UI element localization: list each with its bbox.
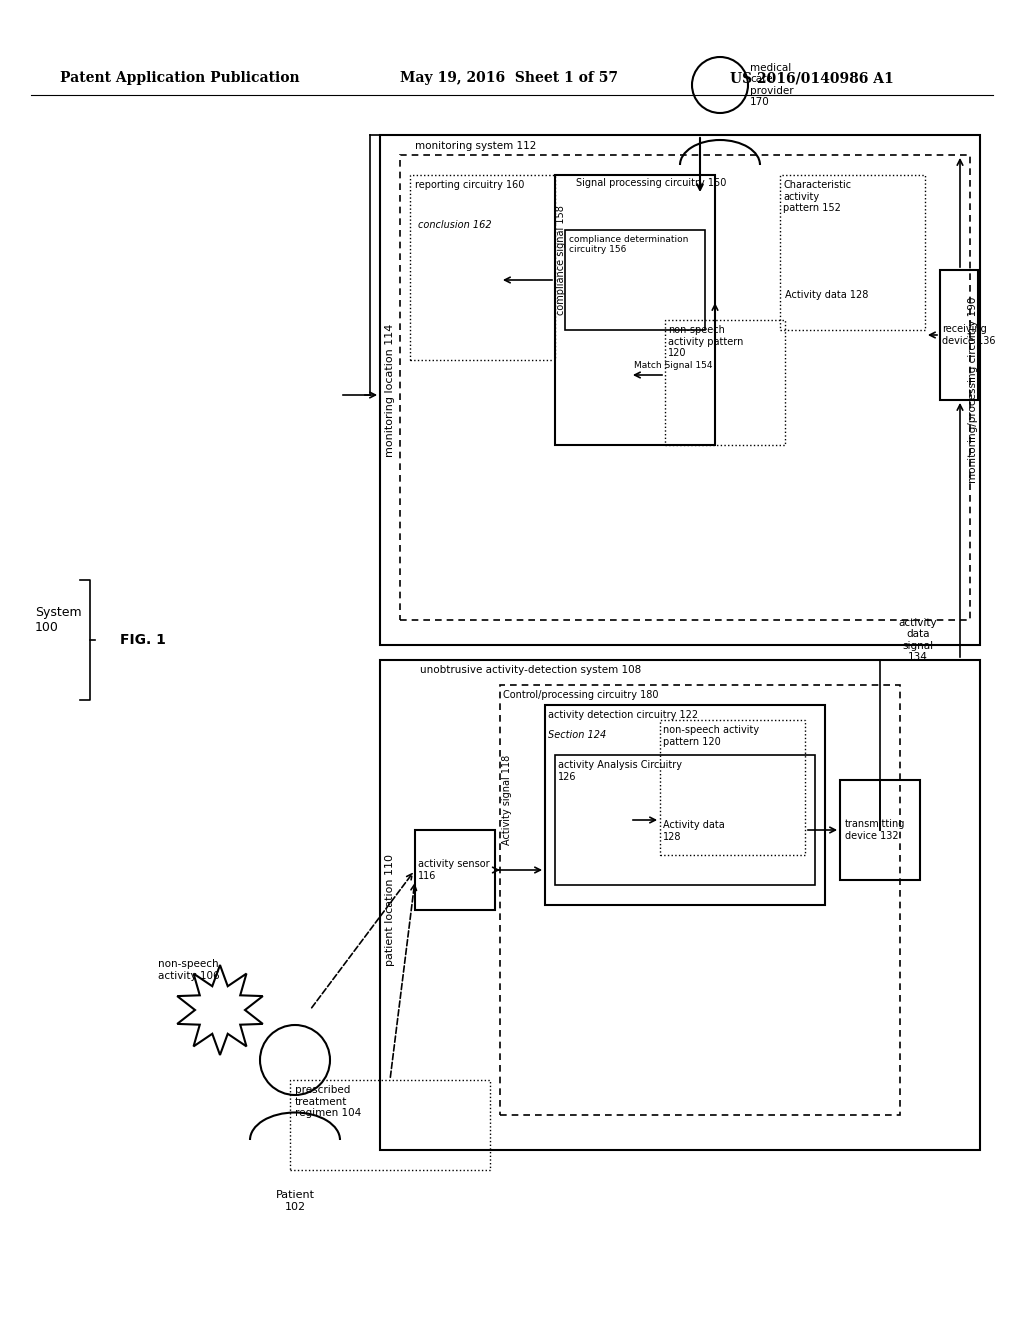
Text: May 19, 2016  Sheet 1 of 57: May 19, 2016 Sheet 1 of 57 (400, 71, 618, 84)
Text: Match Signal 154: Match Signal 154 (634, 360, 713, 370)
Text: activity
data
signal
134: activity data signal 134 (899, 618, 937, 663)
Text: prescribed
treatment
regimen 104: prescribed treatment regimen 104 (295, 1085, 361, 1118)
Text: non-speech
activity 106: non-speech activity 106 (158, 960, 219, 981)
Text: activity sensor
116: activity sensor 116 (418, 859, 489, 880)
Text: patient location 110: patient location 110 (385, 854, 395, 966)
Bar (780, 176, 925, 330)
Bar (545, 705, 825, 906)
Bar (660, 719, 805, 855)
Bar (410, 176, 555, 360)
Text: non-speech activity
pattern 120: non-speech activity pattern 120 (663, 725, 759, 747)
Bar (400, 154, 970, 620)
Text: FIG. 1: FIG. 1 (120, 634, 166, 647)
Text: conclusion 162: conclusion 162 (418, 220, 492, 230)
Text: receiving
device 136: receiving device 136 (942, 325, 995, 346)
Text: non-speech
activity pattern
120: non-speech activity pattern 120 (668, 325, 743, 358)
Text: System
100: System 100 (35, 606, 82, 634)
Text: Signal processing circuitry 150: Signal processing circuitry 150 (575, 178, 726, 187)
Text: US 2016/0140986 A1: US 2016/0140986 A1 (730, 71, 894, 84)
Text: Control/processing circuitry 180: Control/processing circuitry 180 (503, 690, 658, 700)
Text: compliance signal 158: compliance signal 158 (556, 205, 566, 315)
Text: Characteristic
activity
pattern 152: Characteristic activity pattern 152 (783, 180, 851, 214)
Text: Patent Application Publication: Patent Application Publication (60, 71, 300, 84)
Bar (380, 135, 980, 645)
Text: transmitting
device 132: transmitting device 132 (845, 820, 905, 841)
Text: monitoring system 112: monitoring system 112 (415, 141, 537, 150)
Bar (290, 1080, 490, 1170)
Text: compliance determination
circuitry 156: compliance determination circuitry 156 (569, 235, 688, 255)
Text: Activity data
128: Activity data 128 (663, 820, 725, 842)
Bar (500, 685, 900, 1115)
Text: activity detection circuitry 122: activity detection circuitry 122 (548, 710, 698, 719)
Text: monitoring location 114: monitoring location 114 (385, 323, 395, 457)
Text: Activity data 128: Activity data 128 (785, 290, 868, 300)
Bar (565, 230, 705, 330)
Bar (840, 780, 920, 880)
Bar (415, 830, 495, 909)
Text: medical
care
provider
170: medical care provider 170 (750, 62, 794, 107)
Text: monitoring/processing circuitry 190: monitoring/processing circuitry 190 (968, 297, 978, 483)
Text: Section 124: Section 124 (548, 730, 606, 741)
Text: Patient
102: Patient 102 (275, 1191, 314, 1212)
Bar (555, 755, 815, 884)
Text: unobtrusive activity-detection system 108: unobtrusive activity-detection system 10… (420, 665, 641, 675)
Bar (940, 271, 978, 400)
Bar (555, 176, 715, 445)
Text: activity Analysis Circuitry
126: activity Analysis Circuitry 126 (558, 760, 682, 781)
Bar (665, 319, 785, 445)
Text: reporting circuitry 160: reporting circuitry 160 (415, 180, 524, 190)
Bar (380, 660, 980, 1150)
Text: Activity signal 118: Activity signal 118 (502, 755, 512, 845)
